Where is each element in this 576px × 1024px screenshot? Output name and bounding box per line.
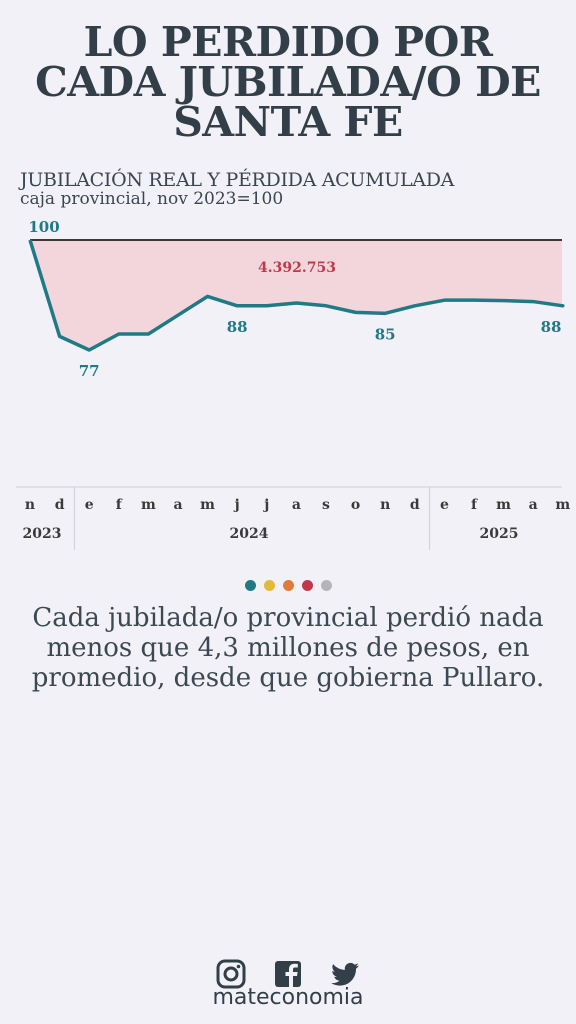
chart-heading: JUBILACIÓN REAL Y PÉRDIDA ACUMULADA caja… xyxy=(20,170,454,208)
year-label: 2025 xyxy=(480,526,519,542)
x-tick-label: s xyxy=(322,497,330,513)
page-title: LO PERDIDO POR CADA JUBILADA/O DE SANTA … xyxy=(0,18,576,146)
point-label: 77 xyxy=(79,362,100,380)
point-label: 88 xyxy=(541,318,562,336)
x-tick-label: a xyxy=(292,497,301,513)
x-tick-label: n xyxy=(25,497,35,513)
x-tick-label: f xyxy=(116,497,123,513)
social-icons xyxy=(0,958,576,990)
point-label: 100 xyxy=(28,218,59,236)
instagram-icon[interactable] xyxy=(215,958,247,990)
year-label: 2024 xyxy=(230,526,269,542)
x-tick-label: d xyxy=(410,497,420,513)
x-tick-label: j xyxy=(262,497,269,513)
x-tick-label: a xyxy=(529,497,538,513)
x-tick-label: e xyxy=(85,497,94,513)
brand-name: mateconomia xyxy=(212,985,364,1010)
palette-dot xyxy=(244,580,256,591)
area-label: 4.392.753 xyxy=(258,260,336,276)
point-label: 88 xyxy=(227,318,248,336)
caption-text: Cada jubilada/o provincial perdió nada m… xyxy=(31,603,545,693)
x-tick-label: j xyxy=(233,497,240,513)
point-label: 85 xyxy=(375,325,396,343)
facebook-icon[interactable] xyxy=(272,958,304,990)
loss-area xyxy=(30,240,563,350)
x-tick-label: d xyxy=(55,497,65,513)
palette-dot xyxy=(301,580,313,591)
palette-dot xyxy=(282,580,294,591)
chart-subtitle: caja provincial, nov 2023=100 xyxy=(20,189,284,209)
x-tick-label: o xyxy=(351,497,360,513)
x-tick-label: m xyxy=(555,497,570,513)
palette-dot xyxy=(263,580,275,591)
palette-dots xyxy=(0,576,576,595)
x-tick-label: m xyxy=(141,497,156,513)
x-tick-label: m xyxy=(200,497,215,513)
x-tick-label: a xyxy=(173,497,182,513)
x-tick-label: e xyxy=(440,497,449,513)
chart-title: JUBILACIÓN REAL Y PÉRDIDA ACUMULADA xyxy=(20,169,455,191)
series-line xyxy=(28,239,565,352)
x-tick-label: n xyxy=(380,497,390,513)
title-line: LO PERDIDO POR xyxy=(83,18,493,66)
palette-dot xyxy=(320,580,332,591)
x-tick-label: f xyxy=(471,497,478,513)
year-label: 2023 xyxy=(23,526,62,542)
twitter-icon[interactable] xyxy=(329,958,361,990)
title-line: CADA JUBILADA/O DE xyxy=(35,58,541,106)
title-line: SANTA FE xyxy=(173,98,403,146)
x-tick-label: m xyxy=(496,497,511,513)
